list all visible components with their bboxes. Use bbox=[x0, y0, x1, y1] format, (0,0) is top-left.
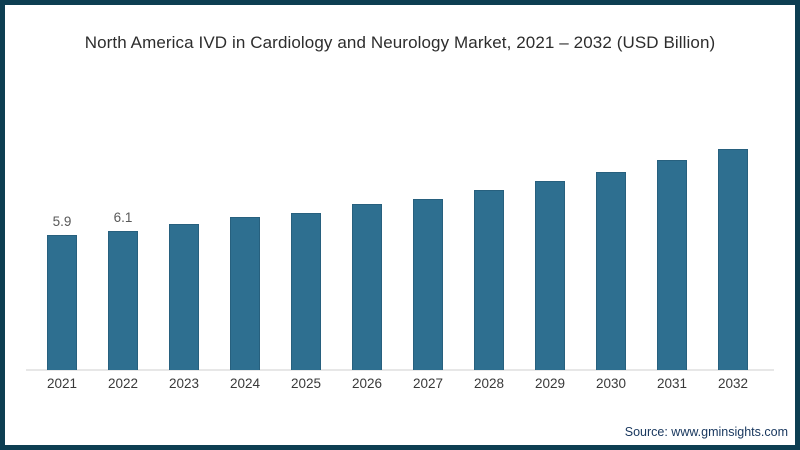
bar-2032 bbox=[718, 149, 748, 370]
value-label-2021: 5.9 bbox=[52, 214, 72, 229]
bar-2024 bbox=[230, 217, 260, 370]
x-tick-label-2029: 2029 bbox=[534, 376, 566, 391]
x-axis-line bbox=[26, 369, 774, 371]
chart-title: North America IVD in Cardiology and Neur… bbox=[84, 33, 716, 52]
x-tick-label-2026: 2026 bbox=[351, 376, 383, 391]
value-label-2022: 6.1 bbox=[113, 210, 133, 225]
x-tick-label-2027: 2027 bbox=[412, 376, 444, 391]
x-tick-label-2024: 2024 bbox=[229, 376, 261, 391]
bar-2023 bbox=[169, 224, 199, 370]
bar-2030 bbox=[596, 172, 626, 370]
bar-2029 bbox=[535, 181, 565, 370]
bar-2028 bbox=[474, 190, 504, 370]
bar-2021 bbox=[47, 235, 77, 370]
x-tick-label-2022: 2022 bbox=[107, 376, 139, 391]
x-tick-label-2030: 2030 bbox=[595, 376, 627, 391]
bar-2027 bbox=[413, 199, 443, 370]
x-tick-label-2023: 2023 bbox=[168, 376, 200, 391]
x-tick-label-2031: 2031 bbox=[656, 376, 688, 391]
x-tick-label-2025: 2025 bbox=[290, 376, 322, 391]
bar-2031 bbox=[657, 160, 687, 370]
x-tick-label-2032: 2032 bbox=[717, 376, 749, 391]
source-note: Source: www.gminsights.com bbox=[624, 425, 788, 439]
x-tick-label-2028: 2028 bbox=[473, 376, 505, 391]
bar-2026 bbox=[352, 204, 382, 370]
bar-2025 bbox=[291, 213, 321, 370]
x-tick-label-2021: 2021 bbox=[46, 376, 78, 391]
bar-2022 bbox=[108, 231, 138, 370]
